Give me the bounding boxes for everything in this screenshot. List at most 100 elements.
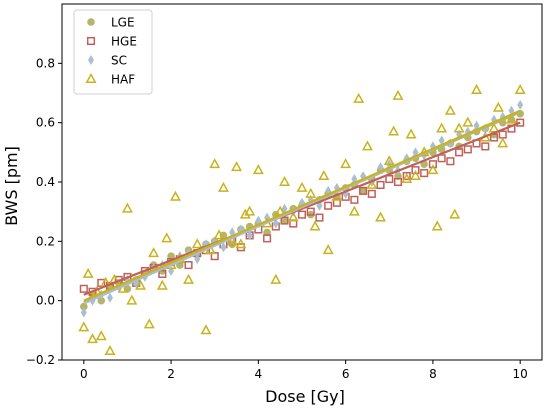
point-sc: [438, 135, 445, 146]
y-tick-label: 0.8: [36, 56, 55, 70]
point-hge: [324, 201, 333, 210]
point-hge: [481, 142, 490, 151]
x-tick-label: 2: [167, 367, 175, 381]
point-hge: [306, 207, 315, 216]
x-tick-label: 8: [429, 367, 437, 381]
point-haf: [213, 229, 225, 240]
point-hge: [263, 234, 272, 243]
axes: 0 2 4 6 8 10 −0.2 0.0 0.2 0.4 0.6 0.8: [26, 3, 543, 381]
point-haf: [217, 181, 229, 192]
point-haf: [431, 220, 443, 231]
point-sc: [246, 230, 253, 241]
point-hge: [280, 216, 289, 225]
point-haf: [353, 92, 365, 103]
x-tick-label: 4: [255, 367, 263, 381]
point-haf: [514, 83, 526, 94]
point-haf: [375, 211, 387, 222]
point-sc: [194, 254, 201, 265]
point-haf: [231, 161, 243, 172]
y-tick-label: 0.6: [36, 116, 55, 130]
point-hge: [498, 130, 507, 139]
point-lge: [219, 231, 228, 240]
point-haf: [82, 267, 94, 278]
point-haf: [462, 116, 474, 127]
point-hge: [463, 145, 472, 154]
point-hge: [402, 172, 411, 181]
point-haf: [183, 273, 195, 284]
point-haf: [471, 83, 483, 94]
point-haf: [148, 247, 160, 258]
point-haf: [444, 104, 456, 115]
legend-marker-haf: [85, 72, 97, 83]
point-sc: [220, 242, 227, 253]
point-hge: [315, 213, 324, 222]
point-sc: [107, 292, 113, 303]
point-haf: [239, 208, 251, 219]
point-haf: [318, 170, 330, 181]
legend-label-hge: HGE: [111, 35, 137, 49]
point-haf: [366, 178, 378, 189]
legend-label-haf: HAF: [111, 73, 135, 87]
point-haf: [200, 324, 212, 335]
point-sc: [168, 266, 175, 276]
point-haf: [156, 279, 168, 290]
legend-box: [73, 9, 153, 95]
point-hge: [428, 160, 437, 169]
fit-line-haf: [83, 109, 521, 302]
point-sc: [80, 307, 87, 318]
x-axis-label: Dose [Gy]: [265, 387, 345, 406]
point-haf: [143, 318, 155, 329]
point-hge: [446, 157, 455, 166]
point-haf: [126, 294, 138, 305]
point-hge: [411, 166, 420, 175]
point-haf: [340, 158, 352, 169]
point-lge: [280, 216, 289, 225]
x-tick-label: 10: [513, 367, 528, 381]
plot-area: [78, 83, 526, 356]
point-hge: [376, 180, 385, 190]
point-hge: [393, 177, 403, 187]
legend: LGE HGE SC HAF: [73, 9, 153, 95]
legend-marker-hge: [86, 36, 96, 46]
point-hge: [158, 269, 167, 279]
point-lge: [97, 296, 106, 305]
point-hge: [184, 261, 193, 270]
point-hge: [437, 154, 446, 163]
legend-marker-sc: [88, 55, 94, 65]
point-haf: [161, 232, 173, 243]
point-lge: [359, 187, 367, 195]
point-haf: [383, 155, 395, 166]
point-haf: [392, 89, 404, 100]
point-haf: [279, 175, 291, 186]
point-haf: [401, 172, 413, 183]
point-haf: [348, 205, 360, 216]
y-axis-label: BWS [pm]: [2, 146, 21, 226]
point-haf: [244, 205, 256, 216]
y-tick-label: 0.4: [36, 175, 55, 189]
point-haf: [497, 137, 509, 148]
y-tick-label: 0.2: [36, 234, 55, 248]
point-sc: [517, 99, 524, 110]
point-haf: [121, 202, 133, 213]
legend-marker-lge: [87, 18, 95, 26]
point-hge: [297, 210, 307, 219]
point-haf: [252, 164, 264, 175]
point-haf: [449, 208, 461, 219]
point-haf: [488, 122, 500, 133]
point-hge: [385, 174, 394, 184]
point-haf: [309, 220, 321, 231]
point-haf: [135, 279, 147, 290]
point-haf: [409, 170, 421, 181]
point-haf: [235, 238, 247, 249]
point-hge: [359, 186, 368, 195]
point-haf: [169, 190, 181, 201]
point-haf: [492, 101, 504, 112]
point-haf: [95, 330, 107, 341]
point-haf: [505, 113, 517, 124]
legend-label-sc: SC: [111, 54, 127, 68]
point-hge: [455, 148, 464, 157]
y-tick-label: 0.0: [36, 294, 55, 308]
fit-line-hge: [83, 121, 521, 296]
point-haf: [427, 164, 439, 175]
